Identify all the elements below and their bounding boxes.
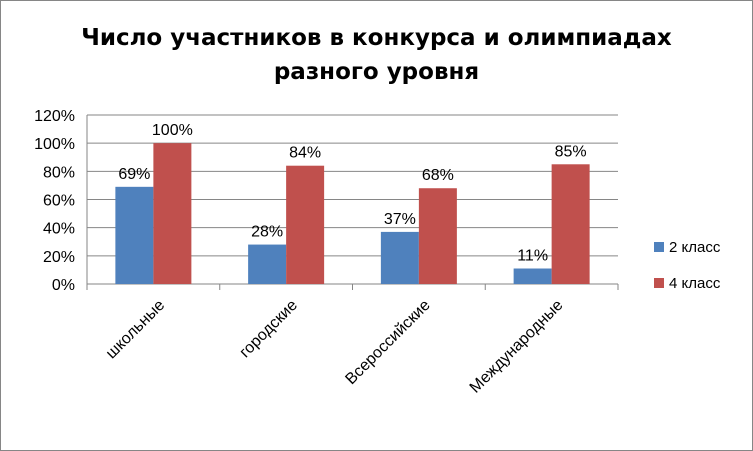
category-label: Всероссийские: [342, 297, 433, 388]
data-label: 68%: [422, 167, 454, 184]
bar: [418, 188, 457, 284]
chart-title-line-1: Число участников в конкурса и олимпиадах: [81, 25, 672, 51]
legend-label: 2 класс: [669, 239, 721, 256]
y-tick-label: 0%: [52, 277, 75, 294]
bar: [115, 186, 154, 284]
category-label: городские: [237, 297, 301, 361]
bar: [380, 231, 419, 284]
data-label: 84%: [289, 145, 321, 162]
bar: [551, 164, 590, 284]
data-label: 37%: [384, 211, 416, 228]
chart-title: Число участников в конкурса и олимпиадах…: [1, 21, 752, 89]
category-label: Международные: [467, 297, 567, 397]
y-tick-label: 20%: [43, 249, 75, 266]
y-tick-label: 40%: [43, 221, 75, 238]
data-label: 11%: [517, 248, 548, 265]
legend-swatch: [654, 242, 664, 252]
bar: [513, 268, 552, 284]
bar: [153, 143, 192, 284]
y-tick-label: 120%: [34, 108, 75, 125]
y-tick-label: 100%: [34, 136, 75, 153]
legend-label: 4 класс: [669, 275, 721, 292]
y-tick-label: 60%: [43, 193, 75, 210]
category-label: школьные: [103, 297, 168, 362]
bar: [286, 165, 325, 284]
legend-swatch: [654, 278, 664, 288]
data-label: 28%: [251, 224, 283, 241]
data-label: 100%: [152, 122, 193, 139]
data-label: 85%: [555, 143, 587, 160]
bar: [248, 244, 287, 284]
data-label: 69%: [118, 166, 150, 183]
chart-title-line-2: разного уровня: [273, 59, 480, 85]
y-tick-label: 80%: [43, 164, 75, 181]
